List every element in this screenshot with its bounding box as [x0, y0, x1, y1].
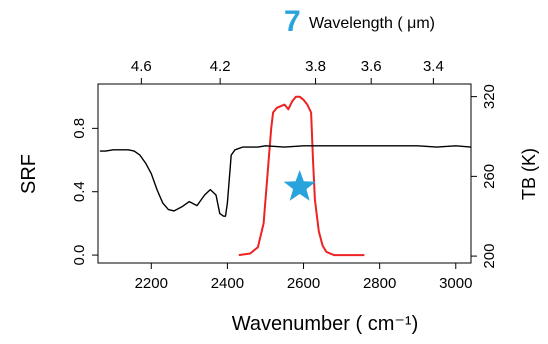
x-tick-label: 2600 [287, 275, 320, 292]
right-axis-label: TB (K) [519, 148, 539, 200]
plot-frame [97, 83, 472, 264]
left-tick-label: 0.8 [71, 118, 88, 139]
top-axis: 4.6 4.2 3.8 3.6 3.4 [131, 58, 444, 84]
right-tick-label: 320 [481, 84, 498, 109]
x-tick-label: 2400 [211, 275, 244, 292]
right-axis: 200 260 320 [471, 84, 498, 269]
x-tick-label: 3000 [439, 275, 472, 292]
plot-area [97, 83, 472, 264]
srf-curve [238, 95, 365, 257]
right-tick-label: 260 [481, 164, 498, 189]
top-tick-label: 3.6 [361, 58, 382, 75]
top-tick-label: 4.6 [131, 58, 152, 75]
tb-spectrum-line [99, 145, 472, 217]
star-marker [283, 170, 316, 201]
right-tick-label: 200 [481, 244, 498, 269]
top-tick-label: 3.8 [305, 58, 326, 75]
left-axis-label: SRF [18, 154, 40, 194]
left-tick-label: 0.0 [71, 245, 88, 266]
bottom-axis: 2200 2400 2600 2800 3000 [135, 263, 472, 292]
top-tick-label: 3.4 [423, 58, 444, 75]
x-axis-label: Wavenumber ( cm⁻¹) [232, 313, 419, 335]
x-tick-label: 2800 [363, 275, 396, 292]
top-tick-label: 4.2 [210, 58, 231, 75]
left-tick-label: 0.4 [71, 181, 88, 202]
x-tick-label: 2200 [135, 275, 168, 292]
panel-label: 7 [284, 5, 301, 38]
top-axis-label: Wavelength ( μm) [309, 15, 435, 32]
left-axis: 0.0 0.4 0.8 [71, 118, 98, 266]
